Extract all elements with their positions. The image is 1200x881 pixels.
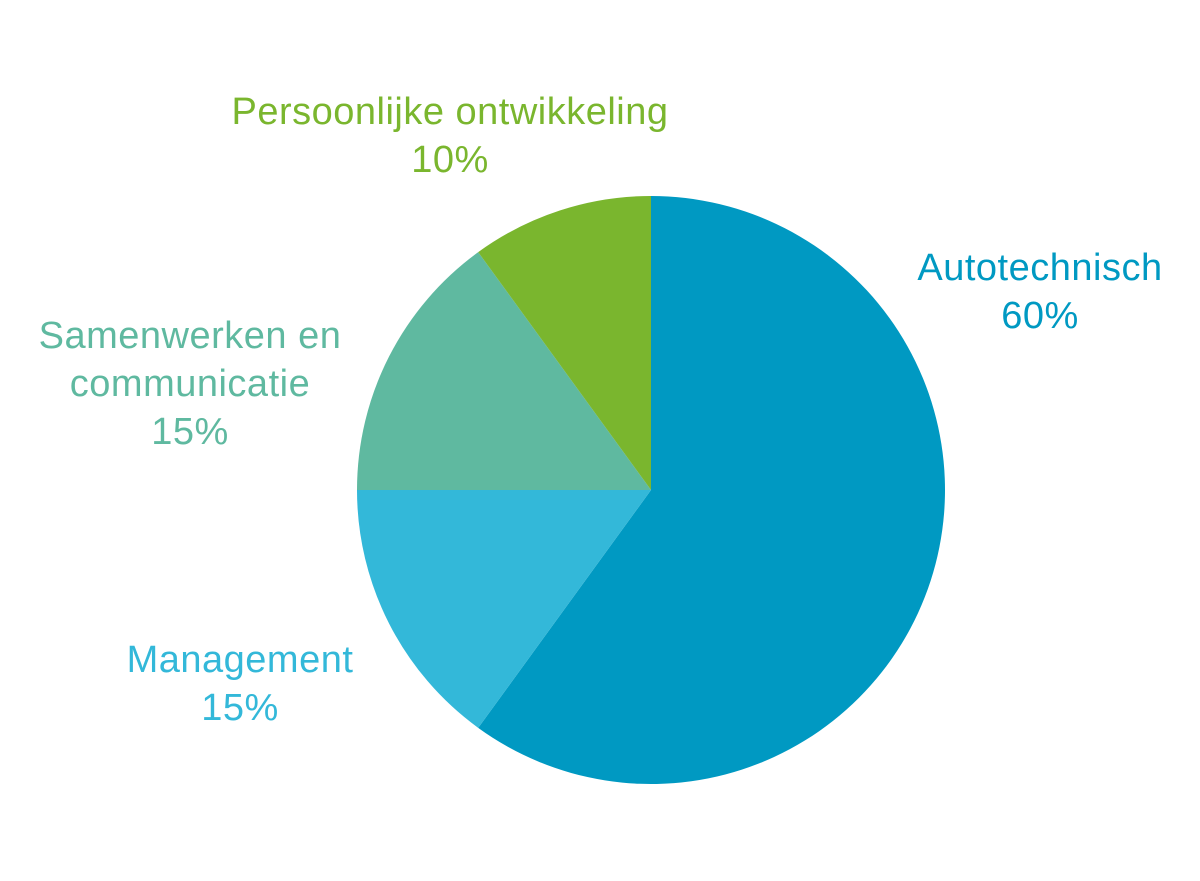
label-samenwerken-en-communicatie: Samenwerken en communicatie 15% [0,312,380,456]
label-percent: 15% [151,411,229,453]
label-autotechnisch: Autotechnisch 60% [880,244,1200,340]
label-name: Management [126,639,354,681]
label-persoonlijke-ontwikkeling: Persoonlijke ontwikkeling 10% [180,88,720,184]
label-percent: 10% [411,139,489,181]
pie-slice-samenwerken-en-communicatie [357,252,651,490]
label-percent: 60% [1001,295,1079,337]
label-name: Persoonlijke ontwikkeling [231,91,669,133]
pie-slice-persoonlijke-ontwikkeling [478,196,651,490]
label-percent: 15% [201,687,279,729]
pie-slice-autotechnisch [478,196,946,784]
label-name: Autotechnisch [917,247,1163,289]
pie-slice-management [357,490,651,728]
label-name-line-1: Samenwerken en [38,315,342,357]
label-name-line-2: communicatie [69,363,311,405]
label-management: Management 15% [90,636,390,732]
